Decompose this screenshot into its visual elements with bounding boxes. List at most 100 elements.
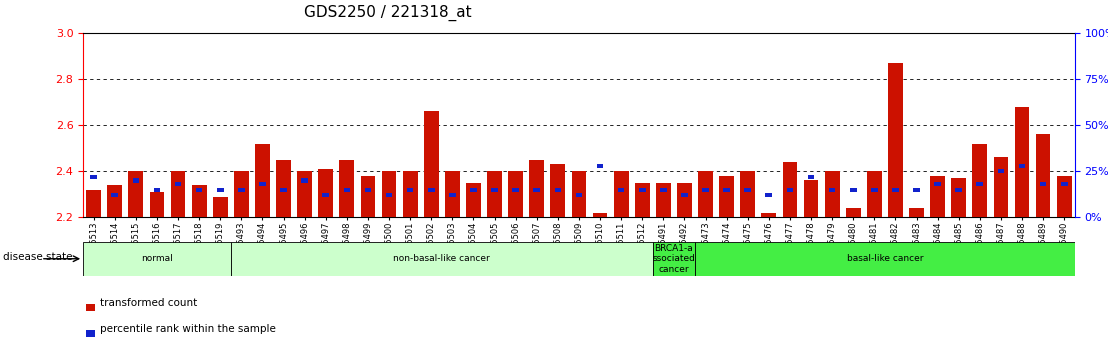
Bar bbox=[238, 188, 245, 192]
Bar bbox=[386, 193, 392, 197]
Bar bbox=[154, 188, 161, 192]
Text: normal: normal bbox=[141, 254, 173, 263]
Bar bbox=[530, 160, 544, 217]
Bar bbox=[952, 178, 966, 217]
Bar bbox=[931, 176, 945, 217]
Bar bbox=[470, 188, 476, 192]
Text: basal-like cancer: basal-like cancer bbox=[847, 254, 923, 263]
FancyBboxPatch shape bbox=[695, 241, 1075, 276]
Bar bbox=[192, 185, 206, 217]
Bar bbox=[660, 188, 667, 192]
Bar bbox=[343, 188, 350, 192]
Bar bbox=[449, 193, 455, 197]
FancyBboxPatch shape bbox=[653, 241, 695, 276]
Bar bbox=[976, 182, 983, 186]
Bar bbox=[866, 171, 882, 217]
Bar bbox=[86, 304, 95, 311]
Bar bbox=[509, 171, 523, 217]
Text: transformed count: transformed count bbox=[101, 298, 197, 308]
Bar bbox=[850, 188, 856, 192]
Bar bbox=[86, 190, 101, 217]
Bar bbox=[913, 188, 920, 192]
Bar bbox=[787, 188, 793, 192]
Text: GDS2250 / 221318_at: GDS2250 / 221318_at bbox=[304, 5, 472, 21]
Bar bbox=[255, 144, 270, 217]
Bar bbox=[466, 183, 481, 217]
Bar bbox=[171, 171, 185, 217]
FancyBboxPatch shape bbox=[83, 241, 230, 276]
Bar bbox=[618, 188, 625, 192]
FancyBboxPatch shape bbox=[230, 241, 653, 276]
Bar bbox=[213, 197, 227, 217]
Bar bbox=[107, 185, 122, 217]
Bar bbox=[360, 176, 376, 217]
Bar bbox=[1039, 182, 1046, 186]
Bar bbox=[259, 182, 266, 186]
Bar bbox=[301, 178, 308, 183]
Bar bbox=[845, 208, 861, 217]
Bar bbox=[554, 188, 561, 192]
Bar bbox=[280, 188, 287, 192]
Bar bbox=[445, 171, 460, 217]
Bar bbox=[888, 63, 903, 217]
Bar bbox=[1015, 107, 1029, 217]
Bar bbox=[91, 175, 98, 179]
Bar bbox=[1060, 182, 1067, 186]
Bar bbox=[973, 144, 987, 217]
Bar bbox=[234, 171, 248, 217]
Bar bbox=[719, 176, 733, 217]
Bar bbox=[339, 160, 355, 217]
Bar bbox=[551, 164, 565, 217]
Bar bbox=[702, 188, 709, 192]
Bar bbox=[681, 193, 688, 197]
Bar bbox=[381, 171, 397, 217]
Bar bbox=[593, 213, 607, 217]
Text: non-basal-like cancer: non-basal-like cancer bbox=[393, 254, 490, 263]
Bar bbox=[576, 193, 582, 197]
Bar bbox=[829, 188, 835, 192]
Bar bbox=[1018, 164, 1025, 168]
Bar bbox=[614, 171, 628, 217]
Bar bbox=[677, 183, 691, 217]
Bar bbox=[639, 188, 646, 192]
Bar bbox=[761, 213, 777, 217]
Bar bbox=[533, 188, 540, 192]
Bar bbox=[217, 188, 224, 192]
Bar bbox=[656, 183, 670, 217]
Bar bbox=[803, 180, 819, 217]
Bar bbox=[488, 171, 502, 217]
Bar bbox=[934, 182, 941, 186]
Bar bbox=[175, 182, 182, 186]
Bar bbox=[129, 171, 143, 217]
Bar bbox=[892, 188, 899, 192]
Bar bbox=[402, 171, 418, 217]
Bar bbox=[871, 188, 878, 192]
Bar bbox=[491, 188, 497, 192]
Bar bbox=[724, 188, 730, 192]
Bar bbox=[276, 160, 291, 217]
Bar bbox=[1036, 134, 1050, 217]
Bar bbox=[745, 188, 751, 192]
Bar bbox=[698, 171, 712, 217]
Bar bbox=[597, 164, 604, 168]
Bar bbox=[112, 193, 119, 197]
Bar bbox=[824, 171, 840, 217]
Bar bbox=[322, 193, 329, 197]
Bar bbox=[766, 193, 772, 197]
Bar bbox=[318, 169, 334, 217]
Bar bbox=[428, 188, 434, 192]
Bar bbox=[365, 188, 371, 192]
Text: BRCA1-a
ssociated
cancer: BRCA1-a ssociated cancer bbox=[653, 244, 696, 274]
Bar bbox=[572, 171, 586, 217]
Bar bbox=[782, 162, 798, 217]
Bar bbox=[86, 330, 95, 337]
Bar bbox=[635, 183, 649, 217]
Bar bbox=[740, 171, 756, 217]
Bar bbox=[297, 171, 312, 217]
Bar bbox=[196, 188, 203, 192]
Bar bbox=[150, 192, 164, 217]
Bar bbox=[955, 188, 962, 192]
Bar bbox=[407, 188, 413, 192]
Bar bbox=[997, 169, 1004, 173]
Bar bbox=[424, 111, 439, 217]
